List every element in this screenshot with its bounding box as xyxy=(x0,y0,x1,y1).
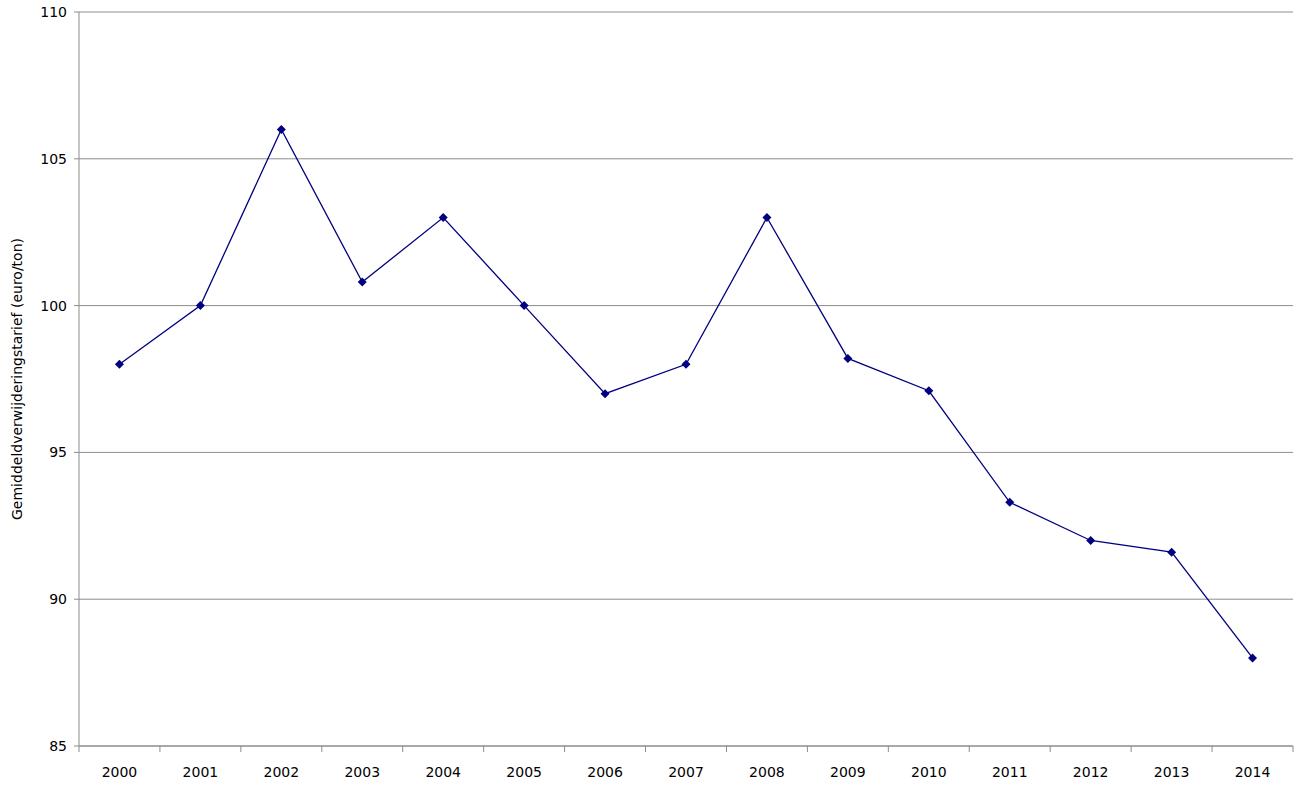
grid-line xyxy=(79,158,1293,159)
x-tick xyxy=(564,746,565,752)
data-point xyxy=(924,386,933,395)
x-tick-label: 2003 xyxy=(344,764,380,780)
data-point xyxy=(843,354,852,363)
x-tick xyxy=(888,746,889,752)
x-tick-label: 2002 xyxy=(264,764,300,780)
x-tick xyxy=(726,746,727,752)
x-tick xyxy=(402,746,403,752)
x-tick xyxy=(483,746,484,752)
y-tick-label: 100 xyxy=(40,298,67,314)
x-tick xyxy=(240,746,241,752)
y-tick-label: 95 xyxy=(49,444,67,460)
y-tick-label: 85 xyxy=(49,738,67,754)
grid-line xyxy=(79,599,1293,600)
y-tick xyxy=(74,452,79,453)
y-tick-label: 105 xyxy=(40,151,67,167)
data-point xyxy=(1248,653,1257,662)
x-axis xyxy=(79,746,1293,747)
x-tick-label: 2000 xyxy=(102,764,138,780)
data-point xyxy=(358,278,367,287)
grid-line xyxy=(79,746,1293,747)
y-axis-label: Gemiddeldverwijderingstarief (euro/ton) xyxy=(9,238,25,520)
data-point xyxy=(439,213,448,222)
data-point xyxy=(520,301,529,310)
data-point xyxy=(1005,498,1014,507)
x-tick xyxy=(1131,746,1132,752)
y-tick xyxy=(74,305,79,306)
grid-line xyxy=(79,12,1293,13)
x-tick xyxy=(159,746,160,752)
x-tick-label: 2009 xyxy=(830,764,866,780)
x-tick xyxy=(1293,746,1294,752)
data-point xyxy=(196,301,205,310)
x-tick-label: 2007 xyxy=(668,764,704,780)
y-tick xyxy=(74,12,79,13)
x-tick xyxy=(321,746,322,752)
x-tick-label: 2004 xyxy=(425,764,461,780)
data-point xyxy=(601,389,610,398)
x-tick xyxy=(645,746,646,752)
data-point xyxy=(1167,548,1176,557)
x-tick-label: 2011 xyxy=(992,764,1028,780)
x-tick xyxy=(79,746,80,752)
x-tick-label: 2014 xyxy=(1235,764,1271,780)
y-axis xyxy=(79,12,80,746)
x-tick-label: 2013 xyxy=(1154,764,1190,780)
data-point xyxy=(762,213,771,222)
y-tick-label: 110 xyxy=(40,4,67,20)
x-tick-label: 2005 xyxy=(506,764,542,780)
grid-line xyxy=(79,305,1293,306)
y-tick-label: 90 xyxy=(49,591,67,607)
grid-line xyxy=(79,452,1293,453)
data-point xyxy=(277,125,286,134)
x-tick-label: 2001 xyxy=(183,764,219,780)
chart-container: 85 90 95 100 105 110 2000 2001 2002 2003 2004 2005 2… xyxy=(0,0,1299,785)
y-tick xyxy=(74,158,79,159)
data-point xyxy=(1086,536,1095,545)
x-tick xyxy=(969,746,970,752)
series-group xyxy=(115,125,1257,662)
data-point xyxy=(115,360,124,369)
data-point xyxy=(682,360,691,369)
x-tick xyxy=(807,746,808,752)
y-tick xyxy=(74,746,79,747)
chart-svg: 85 90 95 100 105 110 2000 2001 2002 2003 2004 2005 2… xyxy=(0,0,1299,785)
x-tick xyxy=(1050,746,1051,752)
series-line xyxy=(119,129,1252,657)
x-tick-label: 2006 xyxy=(587,764,623,780)
x-tick xyxy=(1212,746,1213,752)
x-tick-label: 2012 xyxy=(1073,764,1109,780)
y-tick xyxy=(74,599,79,600)
x-tick-label: 2008 xyxy=(749,764,785,780)
x-tick-label: 2010 xyxy=(911,764,947,780)
